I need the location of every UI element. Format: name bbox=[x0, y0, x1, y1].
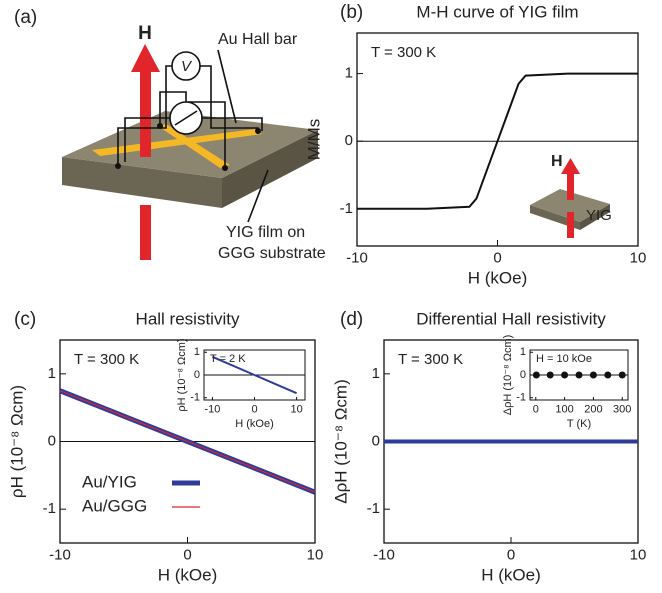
x-tick-label: -10 bbox=[346, 250, 368, 267]
y-tick-label: 1 bbox=[345, 65, 353, 82]
annotation: H = 10 kOe bbox=[536, 353, 592, 365]
point bbox=[546, 371, 554, 379]
y-tick-label: 1 bbox=[520, 346, 526, 358]
film-label: GGG substrate bbox=[218, 245, 326, 262]
x-axis-label: H (kOe) bbox=[481, 565, 541, 584]
line bbox=[59, 390, 316, 493]
x-tick-label: -10 bbox=[49, 547, 71, 564]
y-tick-label: -1 bbox=[190, 392, 200, 404]
panel-label: (a) bbox=[14, 7, 37, 28]
slab-side bbox=[222, 130, 318, 208]
annotation: T = 300 K bbox=[74, 351, 139, 368]
y-tick-label: -1 bbox=[367, 500, 380, 517]
point bbox=[589, 371, 597, 379]
point bbox=[575, 371, 583, 379]
inset-sample-label: YIG bbox=[586, 207, 612, 224]
point bbox=[561, 371, 569, 379]
x-axis-label: H (kOe) bbox=[158, 565, 218, 584]
x-tick-label: 100 bbox=[555, 403, 573, 415]
legend-label: Au/YIG bbox=[82, 472, 137, 491]
y-tick-label: 1 bbox=[48, 365, 56, 382]
y-axis-label: ΔρH (10⁻⁸ Ωcm) bbox=[331, 379, 350, 504]
panel-label: (c) bbox=[14, 309, 36, 330]
x-tick-label: -10 bbox=[204, 403, 220, 415]
panel-label: (d) bbox=[340, 309, 363, 330]
y-axis-label: ΔρH (10⁻⁸ Ωcm) bbox=[502, 335, 514, 416]
annotation: T = 300 K bbox=[398, 351, 463, 368]
field-arrow-lower bbox=[140, 205, 151, 260]
y-tick-label: -1 bbox=[340, 200, 353, 217]
chart-title: Differential Hall resistivity bbox=[416, 309, 606, 328]
inset-schematic: H YIG bbox=[530, 153, 612, 238]
x-tick-label: 200 bbox=[584, 403, 602, 415]
x-tick-label: 0 bbox=[507, 547, 515, 564]
panel-label: (b) bbox=[340, 2, 363, 23]
point bbox=[532, 371, 540, 379]
line bbox=[357, 72, 638, 210]
voltmeter-label: V bbox=[181, 58, 193, 75]
y-axis-label: M/Ms bbox=[304, 119, 323, 161]
y-tick-label: 1 bbox=[194, 346, 200, 358]
schematic: (a) H V Au Hall bar YIG film on GGG subs… bbox=[14, 7, 326, 262]
voltmeter bbox=[171, 51, 201, 81]
chart-title: Hall resistivity bbox=[136, 309, 240, 328]
x-tick-label: -10 bbox=[373, 547, 395, 564]
annotation: T = 300 K bbox=[371, 44, 436, 61]
x-tick-label: 10 bbox=[290, 403, 302, 415]
annotation: T = 2 K bbox=[210, 353, 246, 365]
y-tick-label: 0 bbox=[345, 132, 353, 149]
hall-bar bbox=[92, 129, 262, 156]
legend-label: Au/GGG bbox=[82, 496, 147, 515]
x-tick-label: 10 bbox=[630, 250, 647, 267]
x-tick-label: 300 bbox=[613, 403, 631, 415]
x-tick-label: 10 bbox=[630, 547, 647, 564]
y-tick-label: 0 bbox=[194, 369, 200, 381]
y-tick-label: -1 bbox=[516, 392, 526, 404]
y-axis-label: ρH (10⁻⁸ Ωcm) bbox=[176, 338, 188, 411]
x-tick-label: 0 bbox=[493, 250, 501, 267]
x-axis-label: H (kOe) bbox=[235, 418, 274, 430]
y-tick-label: 1 bbox=[372, 365, 380, 382]
slab-front bbox=[62, 157, 222, 208]
x-tick-label: 0 bbox=[183, 547, 191, 564]
line bbox=[212, 355, 297, 395]
wires bbox=[117, 49, 269, 223]
chart-title: M-H curve of YIG film bbox=[416, 2, 578, 21]
field-arrow bbox=[140, 70, 151, 157]
ammeter-needle bbox=[174, 110, 198, 126]
field-arrowhead bbox=[131, 44, 160, 72]
x-tick-label: 0 bbox=[251, 403, 257, 415]
hall-bar-label: Au Hall bar bbox=[218, 31, 298, 48]
film-label: YIG film on bbox=[226, 224, 305, 241]
y-axis-label: ρH (10⁻⁸ Ωcm) bbox=[7, 385, 26, 498]
y-tick-label: -1 bbox=[43, 500, 56, 517]
y-tick-label: 0 bbox=[48, 432, 56, 449]
point bbox=[604, 371, 612, 379]
y-tick-label: 0 bbox=[520, 369, 526, 381]
field-label: H bbox=[138, 23, 152, 44]
inset-field-label: H bbox=[551, 153, 563, 170]
y-tick-label: 0 bbox=[372, 432, 380, 449]
x-axis-label: T (K) bbox=[567, 418, 591, 430]
x-tick-label: 0 bbox=[533, 403, 539, 415]
point bbox=[618, 371, 626, 379]
x-axis-label: H (kOe) bbox=[468, 268, 528, 287]
x-tick-label: 10 bbox=[307, 547, 324, 564]
hall-bar-cross bbox=[158, 124, 230, 168]
